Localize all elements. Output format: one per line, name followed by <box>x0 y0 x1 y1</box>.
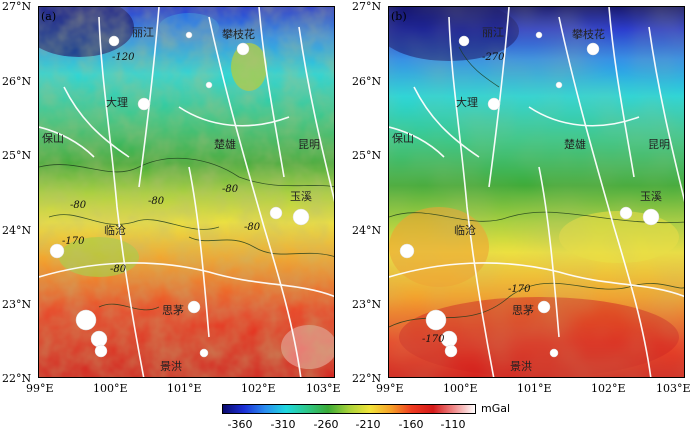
city-label-jinghong: 景洪 <box>510 360 532 373</box>
city-label-kunming: 昆明 <box>648 138 670 151</box>
city-label-chuxiong: 楚雄 <box>214 138 236 151</box>
city-label-yuxi: 玉溪 <box>290 190 312 203</box>
gravity-anomaly-map-a <box>39 7 334 377</box>
x-tick-103: 103°E <box>306 382 341 395</box>
x-tick-101: 101°E <box>167 382 202 395</box>
city-label-lijiang: 丽江 <box>482 26 504 39</box>
contour-label: -170 <box>422 334 445 345</box>
contour-label: -170 <box>508 284 531 295</box>
y-tick-26: 26°N <box>2 75 32 88</box>
city-label-dali: 大理 <box>106 96 128 109</box>
contour-label: -80 <box>222 184 239 195</box>
x-tick-102: 102°E <box>241 382 276 395</box>
city-label-lincang: 临沧 <box>104 224 126 237</box>
city-label-simao: 思茅 <box>162 304 184 317</box>
y-tick-22: 22°N <box>352 372 382 385</box>
x-tick-100: 100°E <box>443 382 478 395</box>
colorbar-tick: -310 <box>270 418 296 431</box>
city-label-jinghong: 景洪 <box>160 360 182 373</box>
y-tick-22: 22°N <box>2 372 32 385</box>
map-panel-a: (a) -120 -80 -80 -80 -80 -80 -170 丽江 攀枝花… <box>0 0 350 400</box>
map-panel-b: (b) -270 -170 -170 丽江 攀枝花 大理 保山 楚雄 昆明 玉溪… <box>350 0 700 400</box>
colorbar-tick: -210 <box>355 418 381 431</box>
colorbar <box>222 404 476 414</box>
city-label-baoshan: 保山 <box>42 132 64 145</box>
contour-label: -170 <box>62 236 85 247</box>
x-tick-102: 102°E <box>591 382 626 395</box>
y-tick-23: 23°N <box>352 298 382 311</box>
x-tick-100: 100°E <box>93 382 128 395</box>
contour-label: -80 <box>244 222 261 233</box>
city-label-panzhihua: 攀枝花 <box>572 28 605 41</box>
city-label-kunming: 昆明 <box>298 138 320 151</box>
y-tick-27: 27°N <box>352 0 382 13</box>
colorbar-tick: -260 <box>313 418 339 431</box>
contour-label: -80 <box>148 196 165 207</box>
panel-a-label: (a) <box>41 10 57 23</box>
x-tick-99: 99°E <box>26 382 54 395</box>
city-label-yuxi: 玉溪 <box>640 190 662 203</box>
city-label-lijiang: 丽江 <box>132 26 154 39</box>
y-tick-24: 24°N <box>352 224 382 237</box>
city-label-lincang: 临沧 <box>454 224 476 237</box>
map-frame-a <box>38 6 335 378</box>
x-tick-99: 99°E <box>376 382 404 395</box>
colorbar-tick: -360 <box>227 418 253 431</box>
city-label-panzhihua: 攀枝花 <box>222 28 255 41</box>
x-tick-101: 101°E <box>517 382 552 395</box>
city-label-chuxiong: 楚雄 <box>564 138 586 151</box>
gravity-anomaly-map-b <box>389 7 684 377</box>
city-label-baoshan: 保山 <box>392 132 414 145</box>
city-label-simao: 思茅 <box>512 304 534 317</box>
contour-label: -120 <box>112 52 135 63</box>
colorbar-tick: -110 <box>440 418 466 431</box>
y-tick-25: 25°N <box>352 149 382 162</box>
y-tick-26: 26°N <box>352 75 382 88</box>
contour-label: -80 <box>70 200 87 211</box>
contour-label: -270 <box>482 52 505 63</box>
y-tick-24: 24°N <box>2 224 32 237</box>
colorbar-tick: -160 <box>398 418 424 431</box>
y-tick-23: 23°N <box>2 298 32 311</box>
map-frame-b <box>388 6 685 378</box>
x-tick-103: 103°E <box>656 382 691 395</box>
y-tick-27: 27°N <box>2 0 32 13</box>
city-label-dali: 大理 <box>456 96 478 109</box>
panel-b-label: (b) <box>391 10 407 23</box>
contour-label: -80 <box>110 264 127 275</box>
colorbar-unit: mGal <box>481 402 511 415</box>
y-tick-25: 25°N <box>2 149 32 162</box>
